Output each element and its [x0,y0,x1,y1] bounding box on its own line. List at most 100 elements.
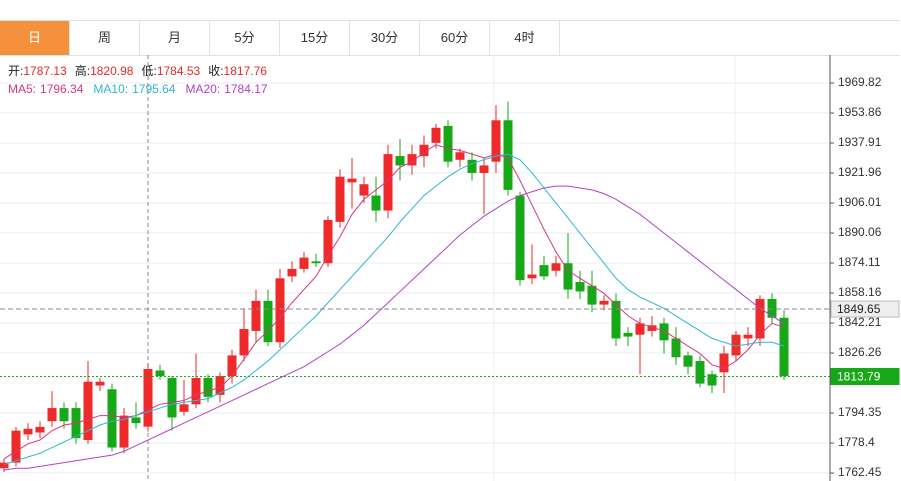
candle-body [35,426,45,433]
candle-body [779,317,789,377]
candle-body [299,257,309,269]
candle-body [0,462,9,469]
period-tab[interactable]: 5分 [210,21,280,55]
candle-body [419,144,429,157]
candle-body [707,374,717,386]
candle-body [599,300,609,305]
candle-body [659,323,669,341]
candle-body [719,353,729,373]
candle-body [11,430,21,463]
candle-body [623,332,633,337]
candle-body [215,376,225,395]
y-tick-label: 1794.35 [838,405,882,419]
ma-legend-name: MA5: [8,82,36,96]
ma-line [3,144,785,460]
y-tick-label: 1874.11 [838,255,881,269]
info-value: 1817.76 [224,64,268,78]
ma-legend-value: 1795.64 [132,82,176,96]
price-label: 1813.79 [837,370,881,384]
candle-body [611,300,621,339]
candle-body [287,268,297,277]
candle-body [743,334,753,339]
period-tab[interactable]: 日 [0,21,70,55]
ma-legend-value: 1796.34 [40,82,84,96]
candle-body [251,300,261,331]
candle-body [443,125,453,162]
info-label: 收: [208,64,223,78]
candle-body [731,334,741,356]
candle-body [179,404,189,412]
candle-body [119,415,129,448]
y-tick-label: 1778.4 [838,435,875,449]
candle-body [335,176,345,222]
candle-body [479,165,489,173]
period-tab[interactable]: 4时 [490,21,560,55]
candle-body [551,263,561,271]
candle-body [467,159,477,173]
candle-body [683,355,693,367]
candle-body [323,219,333,264]
candle-body [311,261,321,264]
candle-body [767,298,777,318]
period-tab[interactable]: 60分 [420,21,490,55]
candle-body [695,361,705,384]
candle-body [359,184,369,196]
candle-body [755,298,765,339]
candle-body [239,329,249,356]
ma-line [3,185,785,471]
y-tick-label: 1906.01 [838,195,882,209]
tab-bar: 日周月 5分 15分 30分 60分 4时 [0,20,900,56]
candle-body [95,381,105,386]
ma-legend-value: 1784.17 [224,82,268,96]
ma-line [3,153,785,465]
plot [0,55,789,481]
info-label: 低: [141,64,156,78]
candle-body [491,120,501,162]
candle-body [527,274,537,279]
candle-body [671,338,681,358]
y-tick-label: 1826.26 [838,345,882,359]
info-value: 1787.13 [23,64,67,78]
y-tick-label: 1937.91 [838,135,882,149]
candle-body [143,369,153,427]
period-tab[interactable]: 周 [70,21,140,55]
candle-body [107,389,117,448]
period-tab[interactable]: 30分 [350,21,420,55]
y-tick-label: 1842.21 [838,315,882,329]
ma-legend-name: MA10: [93,82,128,96]
y-tick-label: 1969.82 [838,75,882,89]
candle-body [395,156,405,166]
price-box [830,300,900,318]
y-tick-label: 1858.16 [838,285,882,299]
info-label: 高: [75,63,90,78]
period-tab[interactable]: 月 [140,21,210,55]
candle-body [587,285,597,305]
y-tick-label: 1890.06 [838,225,882,239]
candle-body [263,300,273,343]
ma-legend-name: MA20: [185,82,220,96]
y-tick-label: 1953.86 [838,105,882,119]
candle-body [203,377,213,397]
price-box [830,367,900,385]
candle-body [563,263,573,290]
candle-body [635,323,645,335]
info-value: 1820.98 [90,64,134,78]
candle-body [47,408,57,422]
y-tick-label: 1921.96 [838,165,882,179]
candle-body [539,265,549,277]
candle-body [155,370,165,377]
info-label: 开: [8,64,23,78]
info-value: 1784.53 [157,64,201,78]
price-label: 1849.65 [837,302,881,316]
y-tick-label: 1762.45 [838,465,882,479]
candle-body [131,417,141,424]
candle-body [191,377,201,405]
candle-body [431,127,441,143]
candle-body [83,381,93,441]
candle-body [167,377,177,418]
candle-body [647,325,657,331]
period-tab[interactable]: 15分 [280,21,350,55]
candle-body [59,408,69,422]
